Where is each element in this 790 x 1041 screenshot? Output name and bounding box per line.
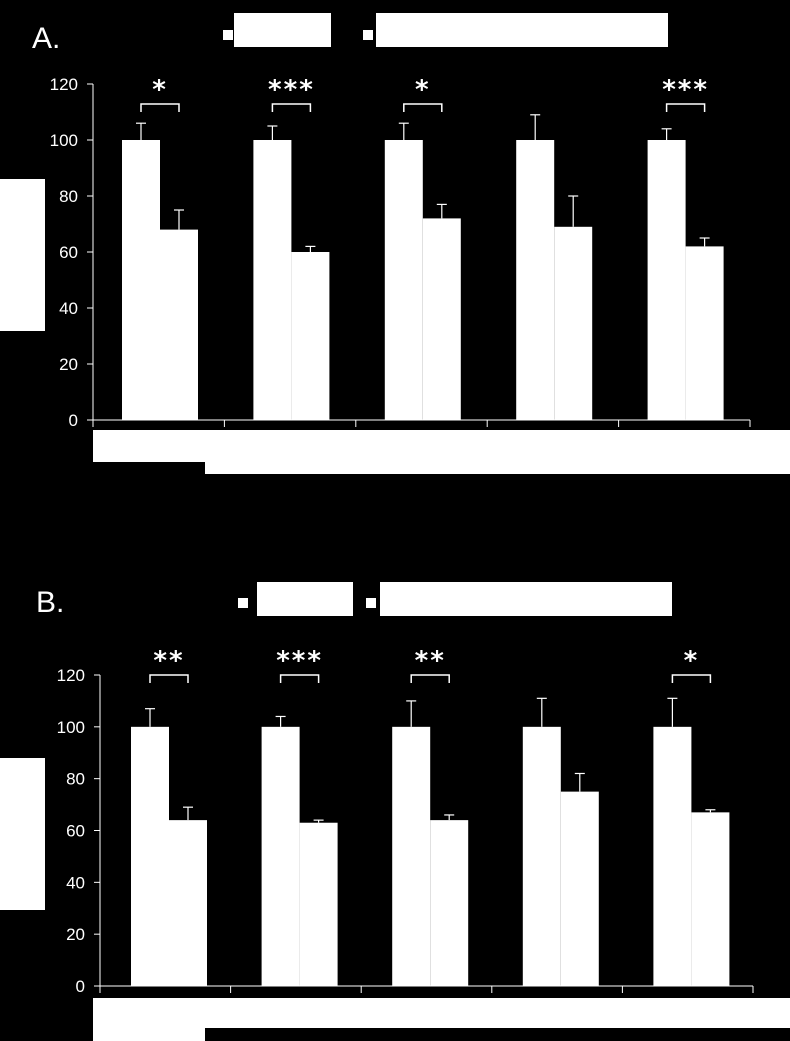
panel-a-sig-label-2: *** <box>268 75 315 105</box>
panel-a-sig-bracket-5 <box>665 103 706 112</box>
panel-b-sig-label-1: ** <box>153 646 184 676</box>
panel-a-bar-s1-3 <box>384 140 423 420</box>
panel-b-ytick-label: 80 <box>66 770 85 789</box>
panel-b-sig-bracket-5 <box>671 674 712 683</box>
panel-a-legend-swatch-2 <box>363 30 373 40</box>
panel-a-sig-bracket-3 <box>403 103 443 112</box>
panel-a-label: A. <box>32 22 60 55</box>
panel-a-ytick-label: 100 <box>50 131 78 150</box>
panel-b-sig-label-2: *** <box>276 646 323 676</box>
panel-a-legend-label-2-box <box>376 13 668 47</box>
panel-a-ylabel-box <box>0 179 45 331</box>
panel-a-ytick-label: 120 <box>50 75 78 94</box>
panel-a-ytick-label: 60 <box>59 243 78 262</box>
panel-b-label: B. <box>36 586 64 619</box>
panel-a-bar-s2-3 <box>422 218 461 420</box>
panel-b-bar-s2-4 <box>560 791 599 986</box>
panel-a-sig-bracket-2 <box>271 103 312 112</box>
panel-b-bar-s2-5 <box>691 812 730 986</box>
panel-b-ytick-label: 100 <box>57 718 85 737</box>
panel-a-xlabel-box-2 <box>205 445 790 474</box>
panel-a-bar-s1-5 <box>647 140 686 420</box>
panel-b-legend-swatch-1 <box>238 598 248 608</box>
panel-a-sig-label-1: * <box>152 75 168 105</box>
panel-b-bar-s1-1 <box>131 726 169 986</box>
panel-a-bar-s2-4 <box>554 226 593 420</box>
panel-b-xlabel-box-2 <box>93 1015 205 1041</box>
panel-b-xlabel-box-1 <box>93 998 790 1028</box>
panel-b-legend-label-1-box <box>257 582 353 616</box>
panel-b-bar-s1-4 <box>522 726 561 986</box>
panel-a-bar-s2-5 <box>685 246 724 420</box>
panel-b-sig-bracket-3 <box>410 674 450 683</box>
panel-a-sig-label-3: * <box>415 75 431 105</box>
panel-a-bar-s1-2 <box>253 140 292 420</box>
panel-b-ytick-label: 60 <box>66 822 85 841</box>
panel-b-bar-s2-1 <box>169 820 207 986</box>
panel-b-ytick-label: 120 <box>57 666 85 685</box>
panel-a-ytick-label: 0 <box>69 411 78 430</box>
panel-b-bar-s1-5 <box>653 726 692 986</box>
panel-b-ytick-label: 0 <box>76 977 85 996</box>
panel-b-sig-bracket-1 <box>149 674 189 683</box>
panel-a-bar-s1-1 <box>122 140 160 420</box>
panel-b-sig-label-3: ** <box>415 646 446 676</box>
panel-b-bar-s2-3 <box>430 820 469 986</box>
panel-b-legend-swatch-2 <box>366 598 376 608</box>
panel-a-ytick-label: 40 <box>59 299 78 318</box>
panel-b-bar-s1-2 <box>261 726 300 986</box>
panel-a-bar-s2-1 <box>160 229 198 420</box>
panel-a-legend-swatch-1 <box>223 30 233 40</box>
panel-b-sig-label-5: * <box>684 646 700 676</box>
panel-b-bar-s2-2 <box>299 822 338 986</box>
panel-b-legend-label-2-box <box>380 582 672 616</box>
panel-a-ytick-label: 20 <box>59 355 78 374</box>
panel-a-ytick-label: 80 <box>59 187 78 206</box>
panel-a-legend-label-1-box <box>234 13 331 47</box>
panel-b-ylabel-box <box>0 758 45 910</box>
panel-b-ytick-label: 40 <box>66 873 85 892</box>
panel-b-bar-s1-3 <box>392 726 431 986</box>
panel-a-sig-label-5: *** <box>662 75 709 105</box>
panel-b-ytick-label: 20 <box>66 925 85 944</box>
panel-a-bar-s2-2 <box>291 252 330 420</box>
panel-a-sig-bracket-1 <box>140 103 180 112</box>
panel-a-bar-s1-4 <box>516 140 555 420</box>
panel-b-sig-bracket-2 <box>279 674 320 683</box>
